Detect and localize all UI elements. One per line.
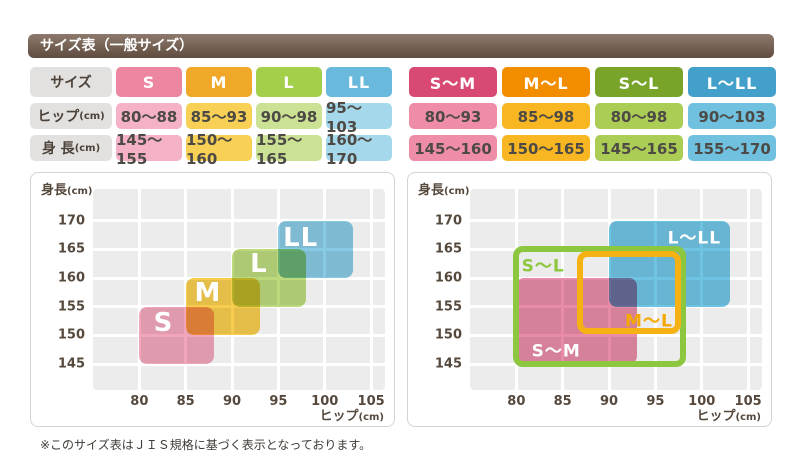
x-tick-label: 95 [646,394,665,409]
region-label-s-l: S～L [521,256,565,277]
gridline-vertical [323,189,327,390]
x-tick-label: 85 [553,394,572,409]
unit-cm: (cm) [735,412,762,423]
region-label-m: M [194,277,222,308]
table-header-cell-l: L [256,67,322,97]
table-height-cell: 155～165 [256,131,322,168]
table-hip-cell: 85～93 [186,103,252,129]
table-header-cell-combined: S～M [409,67,497,97]
table-row-label-height: 身 長 (cm) [30,135,112,161]
table-header-cell-combined: S～L [595,67,683,97]
x-tick-label: 80 [507,394,526,409]
x-tick-label: 105 [734,394,762,409]
plot-area: S～M L～LL S～L M～L [470,189,762,390]
y-tick-label: 150 [434,327,462,343]
y-tick-label: 160 [434,270,462,286]
table-hip-cell: 95～103 [326,99,392,136]
table-height-cell: 145～165 [595,135,683,161]
gridline-horizontal [93,333,385,337]
table-hip-cell: 80～93 [409,103,497,129]
table-height-cell: 160～170 [326,131,392,168]
table-hip-cell: 90～103 [688,103,776,129]
table-row-label-hip: ヒップ (cm) [30,103,112,129]
y-tick-label: 155 [434,299,462,315]
table-header-cell-m: M [186,67,252,97]
page-title: サイズ表（一般サイズ） [28,34,774,58]
y-tick-label: 145 [434,356,462,372]
size-chart-combined: 身長(cm) S～M L～LL S～L M～L 80 85 90 95 100 105 145 150 1… [407,172,772,427]
size-table-combined: S～M M～L S～L L～LL 80～93 85～98 80～98 90～103 145～16… [409,67,776,161]
x-axis-title: ヒップ(cm) [696,409,762,424]
y-tick-label: 160 [57,270,85,286]
region-label-m-l: M～L [625,311,673,332]
region-label-l: L [250,248,268,279]
y-tick-label: 155 [57,299,85,315]
table-hip-cell: 90～98 [256,103,322,129]
size-chart-general: 身長(cm) S M L LL 80 85 90 95 100 105 145 150 155 160 165… [30,172,395,427]
size-region-l-ll [609,220,730,307]
y-axis-title: 身長(cm) [41,183,93,198]
y-tick-label: 170 [57,213,85,229]
unit-cm: (cm) [79,110,105,122]
table-hip-cell: 85～98 [502,103,590,129]
footnote: ※このサイズ表はＪＩＳ規格に基づく表示となっております。 [40,438,372,452]
size-region-s-l [513,246,687,368]
table-header-cell-combined: L～LL [688,67,776,97]
x-tick-label: 100 [311,394,339,409]
region-label-ll: LL [283,223,319,254]
y-tick-label: 170 [434,213,462,229]
x-tick-label: 85 [176,394,195,409]
size-region-ll [278,220,353,278]
x-tick-label: 100 [688,394,716,409]
gridline-vertical [369,189,373,390]
x-tick-label: 90 [223,394,242,409]
unit-cm: (cm) [74,142,101,154]
region-label-s: S [153,307,174,338]
gridline-horizontal [93,219,385,223]
unit-cm: (cm) [67,186,93,197]
table-header-cell-s: S [116,67,182,97]
table-header-cell-combined: M～L [502,67,590,97]
size-table-general: サイズ S M L LL ヒップ (cm) 80～88 85～93 90～98 95～103 身 長(… [30,67,392,168]
region-label-l-ll: L～LL [667,228,722,249]
table-corner-label: サイズ [30,67,112,97]
unit-cm: (cm) [444,186,470,197]
y-tick-label: 145 [57,356,85,372]
y-tick-label: 165 [434,241,462,257]
table-height-cell: 150～160 [186,131,252,168]
plot-area: S M L LL [93,189,385,390]
table-height-cell: 145～155 [116,131,182,168]
size-region-m-l [577,250,681,334]
table-hip-cell: 80～88 [116,103,182,129]
y-axis-title: 身長(cm) [418,183,470,198]
x-tick-label: 90 [600,394,619,409]
region-label-s-m: S～M [531,341,581,362]
x-tick-label: 80 [130,394,149,409]
x-axis-title: ヒップ(cm) [319,409,385,424]
y-tick-label: 165 [57,241,85,257]
y-tick-label: 150 [57,327,85,343]
table-header-cell-ll: LL [326,67,392,97]
table-height-cell: 155～170 [688,135,776,161]
unit-cm: (cm) [358,412,385,423]
table-hip-cell: 80～98 [595,103,683,129]
x-tick-label: 105 [357,394,385,409]
gridline-vertical [137,189,141,390]
gridline-horizontal [93,362,385,366]
x-tick-label: 95 [269,394,288,409]
gridline-vertical [746,189,750,390]
table-height-cell: 150～165 [502,135,590,161]
table-height-cell: 145～160 [409,135,497,161]
